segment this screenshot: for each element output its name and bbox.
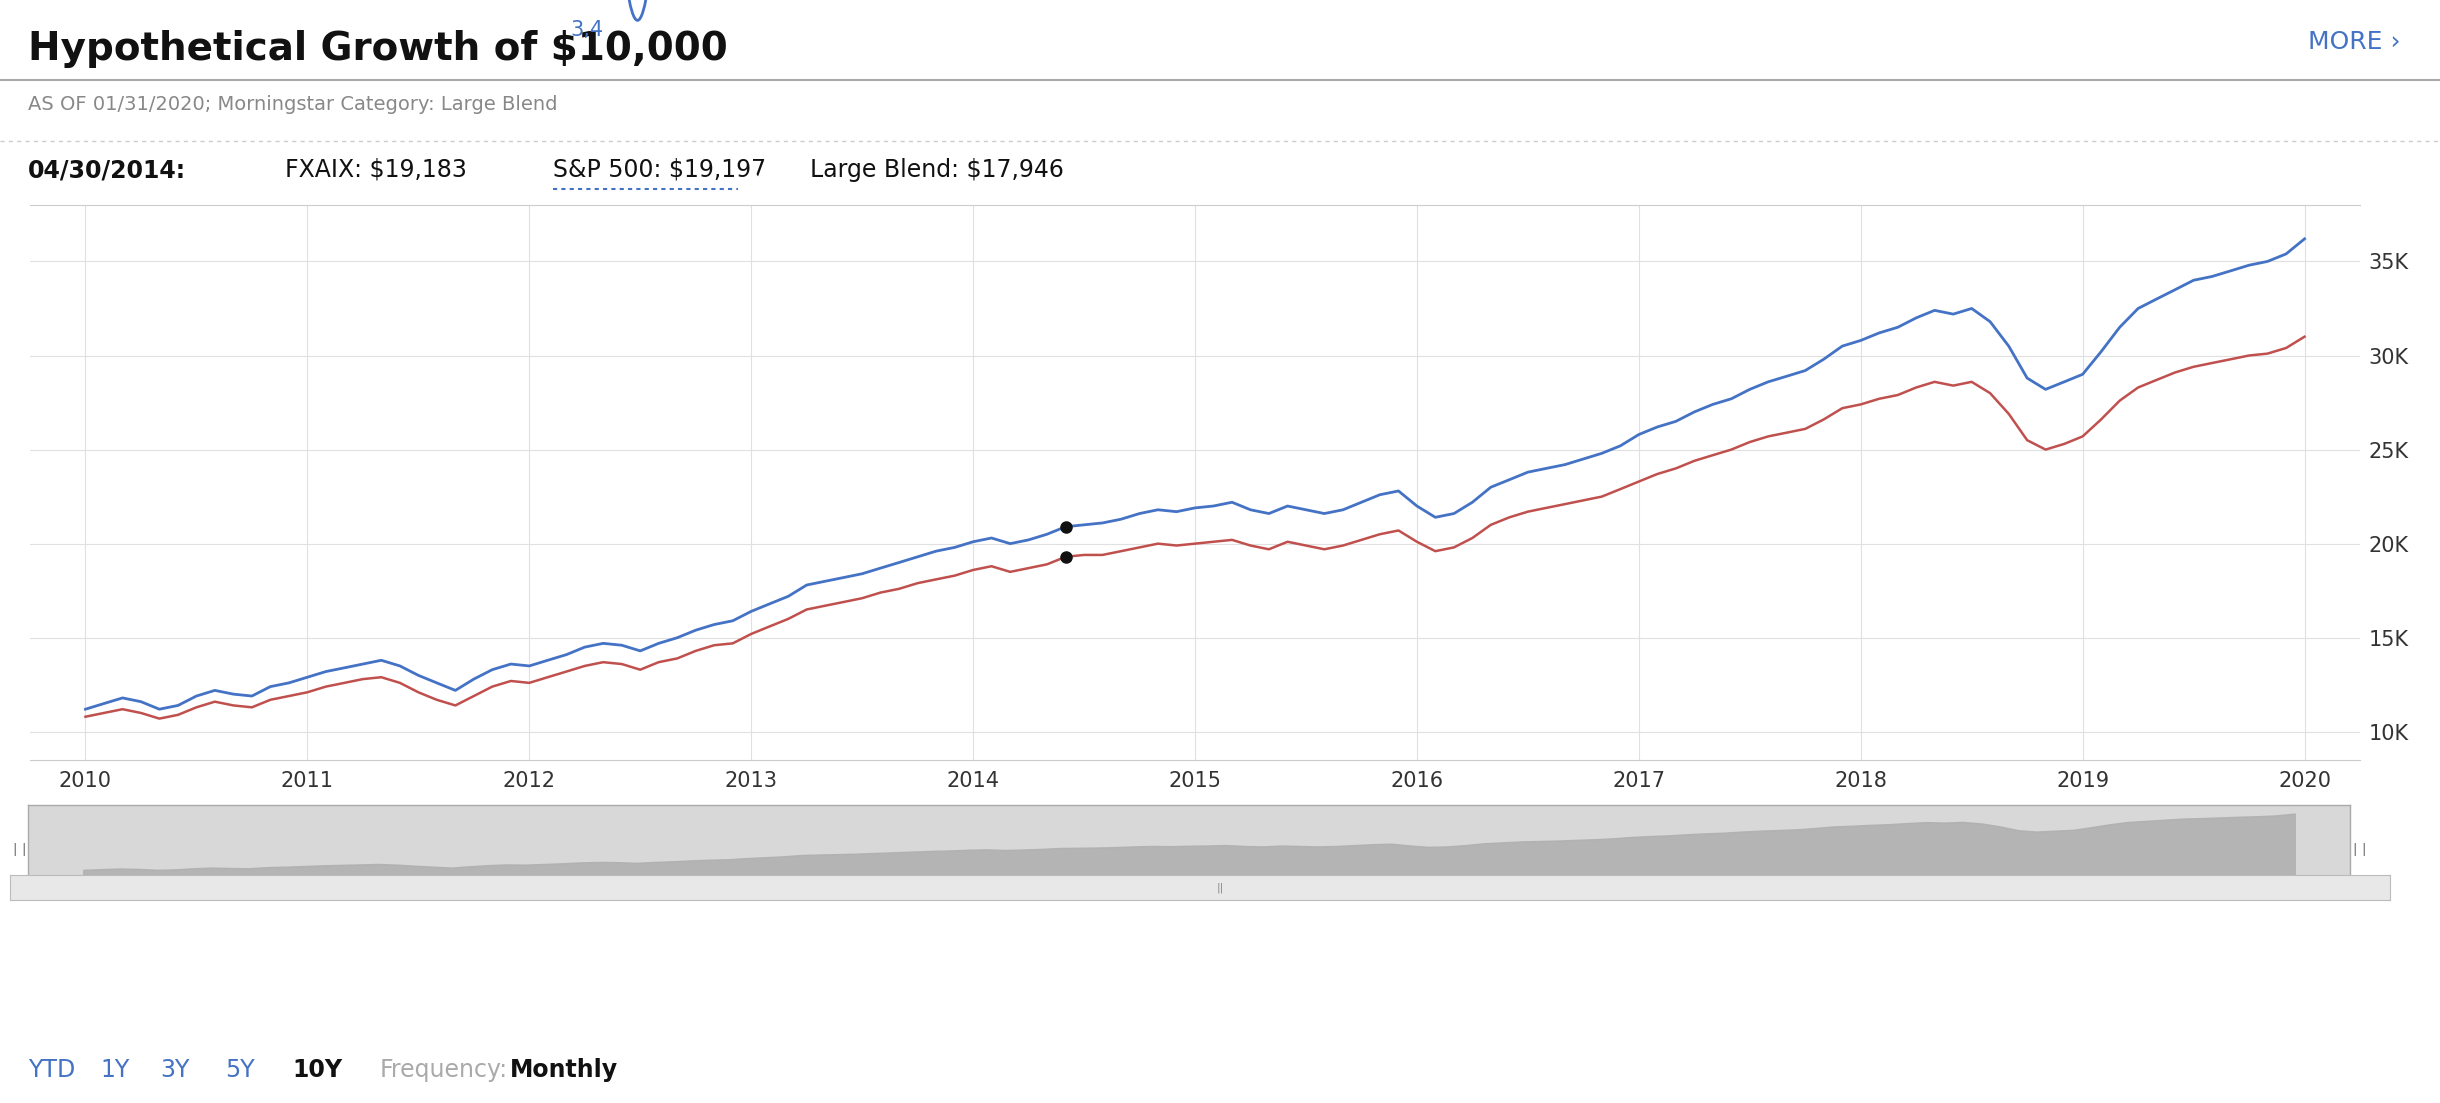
Text: 3Y: 3Y bbox=[161, 1058, 190, 1082]
Text: | |: | | bbox=[12, 844, 27, 857]
Text: 04/30/2014:: 04/30/2014: bbox=[27, 158, 185, 182]
Text: Hypothetical Growth of $10,000: Hypothetical Growth of $10,000 bbox=[27, 30, 727, 68]
Text: ||: || bbox=[1218, 882, 1222, 892]
Text: MORE ›: MORE › bbox=[2308, 30, 2401, 54]
Text: Monthly: Monthly bbox=[510, 1058, 617, 1082]
Text: FXAIX: $19,183: FXAIX: $19,183 bbox=[285, 158, 466, 182]
Text: 10Y: 10Y bbox=[293, 1058, 342, 1082]
Text: 1Y: 1Y bbox=[100, 1058, 129, 1082]
Text: AS OF 01/31/2020; Morningstar Category: Large Blend: AS OF 01/31/2020; Morningstar Category: … bbox=[27, 95, 556, 114]
Text: YTD: YTD bbox=[27, 1058, 76, 1082]
Text: 5Y: 5Y bbox=[224, 1058, 254, 1082]
Text: | |: | | bbox=[2352, 844, 2367, 857]
Text: 3,4: 3,4 bbox=[571, 20, 603, 40]
Text: S&P 500: $19,197: S&P 500: $19,197 bbox=[554, 158, 766, 182]
Text: Large Blend: $17,946: Large Blend: $17,946 bbox=[810, 158, 1064, 182]
Text: Frequency:: Frequency: bbox=[381, 1058, 508, 1082]
